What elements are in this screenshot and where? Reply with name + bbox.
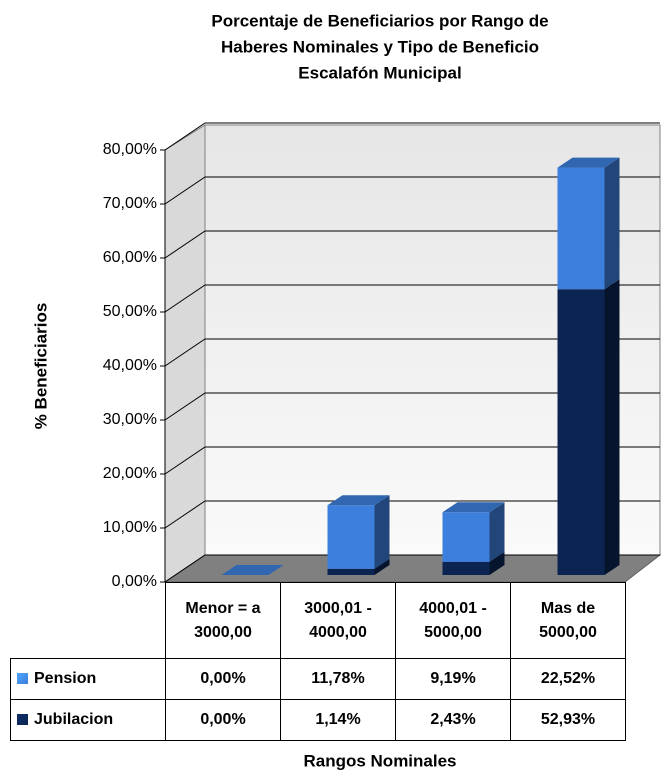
bar: [557, 289, 605, 575]
blank-cell: [11, 583, 166, 659]
bar-side: [489, 551, 505, 575]
x-axis-title: Rangos Nominales: [303, 751, 456, 770]
value-cell: 1,14%: [280, 699, 396, 741]
legend-key: [17, 714, 28, 726]
category-label: Mas de 5000,00: [539, 599, 597, 641]
y-tick-label: 70,00%: [103, 195, 157, 212]
grid-line: [164, 446, 660, 475]
grid-line: [164, 284, 660, 313]
bar: [557, 167, 605, 290]
y-tick-label: 30,00%: [103, 411, 157, 428]
category-cell: Mas de 5000,00: [510, 582, 626, 659]
bar-top: [327, 495, 390, 506]
grid-line: [164, 554, 660, 583]
bar-side: [489, 502, 505, 562]
bar-side: [374, 495, 390, 569]
grid-line: [164, 392, 660, 421]
bar-side: [604, 279, 620, 575]
category-label: 4000,01 - 5000,00: [419, 599, 487, 641]
category-cell: 3000,01 - 4000,00: [280, 582, 396, 659]
legend-cell: Jubilacion: [10, 699, 166, 741]
bar-top: [442, 502, 505, 513]
value-cell: 0,00%: [165, 699, 281, 741]
bar: [327, 505, 375, 569]
y-tick-label: 20,00%: [103, 465, 157, 482]
chart-title: Escalafón Municipal: [298, 63, 461, 82]
grid-line: [164, 122, 660, 151]
legend-cell: Pension: [10, 658, 166, 700]
bar: [327, 568, 375, 575]
legend-key: [17, 673, 28, 685]
y-axis-title: % Beneficiarios: [31, 303, 50, 430]
value-cell: 22,52%: [510, 658, 626, 700]
y-tick-label: 80,00%: [103, 141, 157, 158]
left-wall: [164, 124, 206, 583]
bar-side: [374, 558, 390, 575]
y-tick-label: 0,00%: [112, 573, 157, 590]
chart-title: Haberes Nominales y Tipo de Beneficio: [221, 37, 539, 56]
value-cell: 9,19%: [395, 658, 511, 700]
series-row: Pension 0,00% 11,78% 9,19% 22,52%: [10, 658, 626, 700]
bar: [442, 561, 490, 575]
header-row: Menor = a 3000,00 3000,01 - 4000,00 4000,0…: [11, 582, 626, 659]
category-cell: Menor = a 3000,00: [165, 582, 281, 659]
value-cell: 52,93%: [510, 699, 626, 741]
bar: [442, 512, 490, 562]
chart-title: Porcentaje de Beneficiarios por Rango de: [211, 11, 548, 30]
y-tick-label: 50,00%: [103, 303, 157, 320]
value-cell: 0,00%: [165, 658, 281, 700]
value-cell: 11,78%: [280, 658, 396, 700]
category-cell: 4000,01 - 5000,00: [395, 582, 511, 659]
y-tick-label: 10,00%: [103, 519, 157, 536]
grid-line: [164, 338, 660, 367]
category-label: 3000,01 - 4000,00: [304, 599, 372, 641]
category-label: Menor = a 3000,00: [185, 599, 261, 641]
y-tick-label: 60,00%: [103, 249, 157, 266]
legend-label: Pension: [34, 670, 97, 687]
legend-label: Jubilacion: [34, 711, 114, 728]
value-cell: 2,43%: [395, 699, 511, 741]
grid-line: [164, 176, 660, 205]
bar-side: [604, 157, 620, 290]
series-row: Jubilacion 0,00% 1,14% 2,43% 52,93%: [10, 699, 626, 741]
bar-top: [557, 157, 620, 168]
grid-line: [164, 230, 660, 259]
bar-top: [221, 565, 284, 575]
grid-line: [164, 500, 660, 529]
y-tick-label: 40,00%: [103, 357, 157, 374]
data-table: Menor = a 3000,00 3000,01 - 4000,00 4000,0…: [10, 582, 626, 741]
